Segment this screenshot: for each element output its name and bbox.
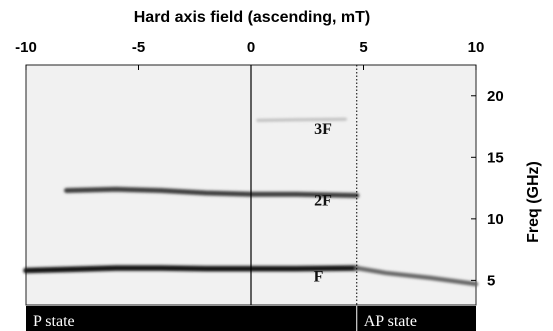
right-tick-label: 20 bbox=[487, 88, 504, 105]
state-bar-background bbox=[26, 306, 476, 331]
mode-label-f: F bbox=[314, 269, 324, 286]
vertical-lines bbox=[250, 65, 358, 305]
top-tick-label: 10 bbox=[468, 39, 485, 56]
right-axis-ticks: 5 10 15 20 bbox=[471, 88, 504, 289]
top-tick-label: -10 bbox=[15, 39, 37, 56]
state-label-ap: AP state bbox=[364, 313, 417, 330]
top-tick-label: -5 bbox=[132, 39, 145, 56]
mode-label-2f: 2F bbox=[314, 192, 332, 209]
top-tick-label: 0 bbox=[247, 39, 255, 56]
right-axis-title: Freq (GHz) bbox=[525, 161, 542, 243]
branches bbox=[23, 117, 479, 287]
branch-3f bbox=[256, 117, 347, 122]
right-tick-label: 10 bbox=[487, 211, 504, 228]
branch-ap bbox=[354, 265, 479, 287]
top-axis-ticks: -10 -5 0 5 10 bbox=[15, 39, 484, 70]
mode-label-3f: 3F bbox=[314, 121, 332, 138]
state-bar: P state AP state bbox=[26, 306, 476, 331]
top-tick-label: 5 bbox=[359, 39, 367, 56]
branch-f bbox=[23, 265, 360, 274]
right-tick-label: 5 bbox=[487, 272, 495, 289]
right-tick-label: 15 bbox=[487, 149, 504, 166]
state-label-p: P state bbox=[33, 313, 75, 330]
mode-labels: 3F 2F F bbox=[314, 121, 333, 286]
branch-2f bbox=[64, 186, 360, 198]
top-axis-title: Hard axis field (ascending, mT) bbox=[134, 9, 371, 26]
